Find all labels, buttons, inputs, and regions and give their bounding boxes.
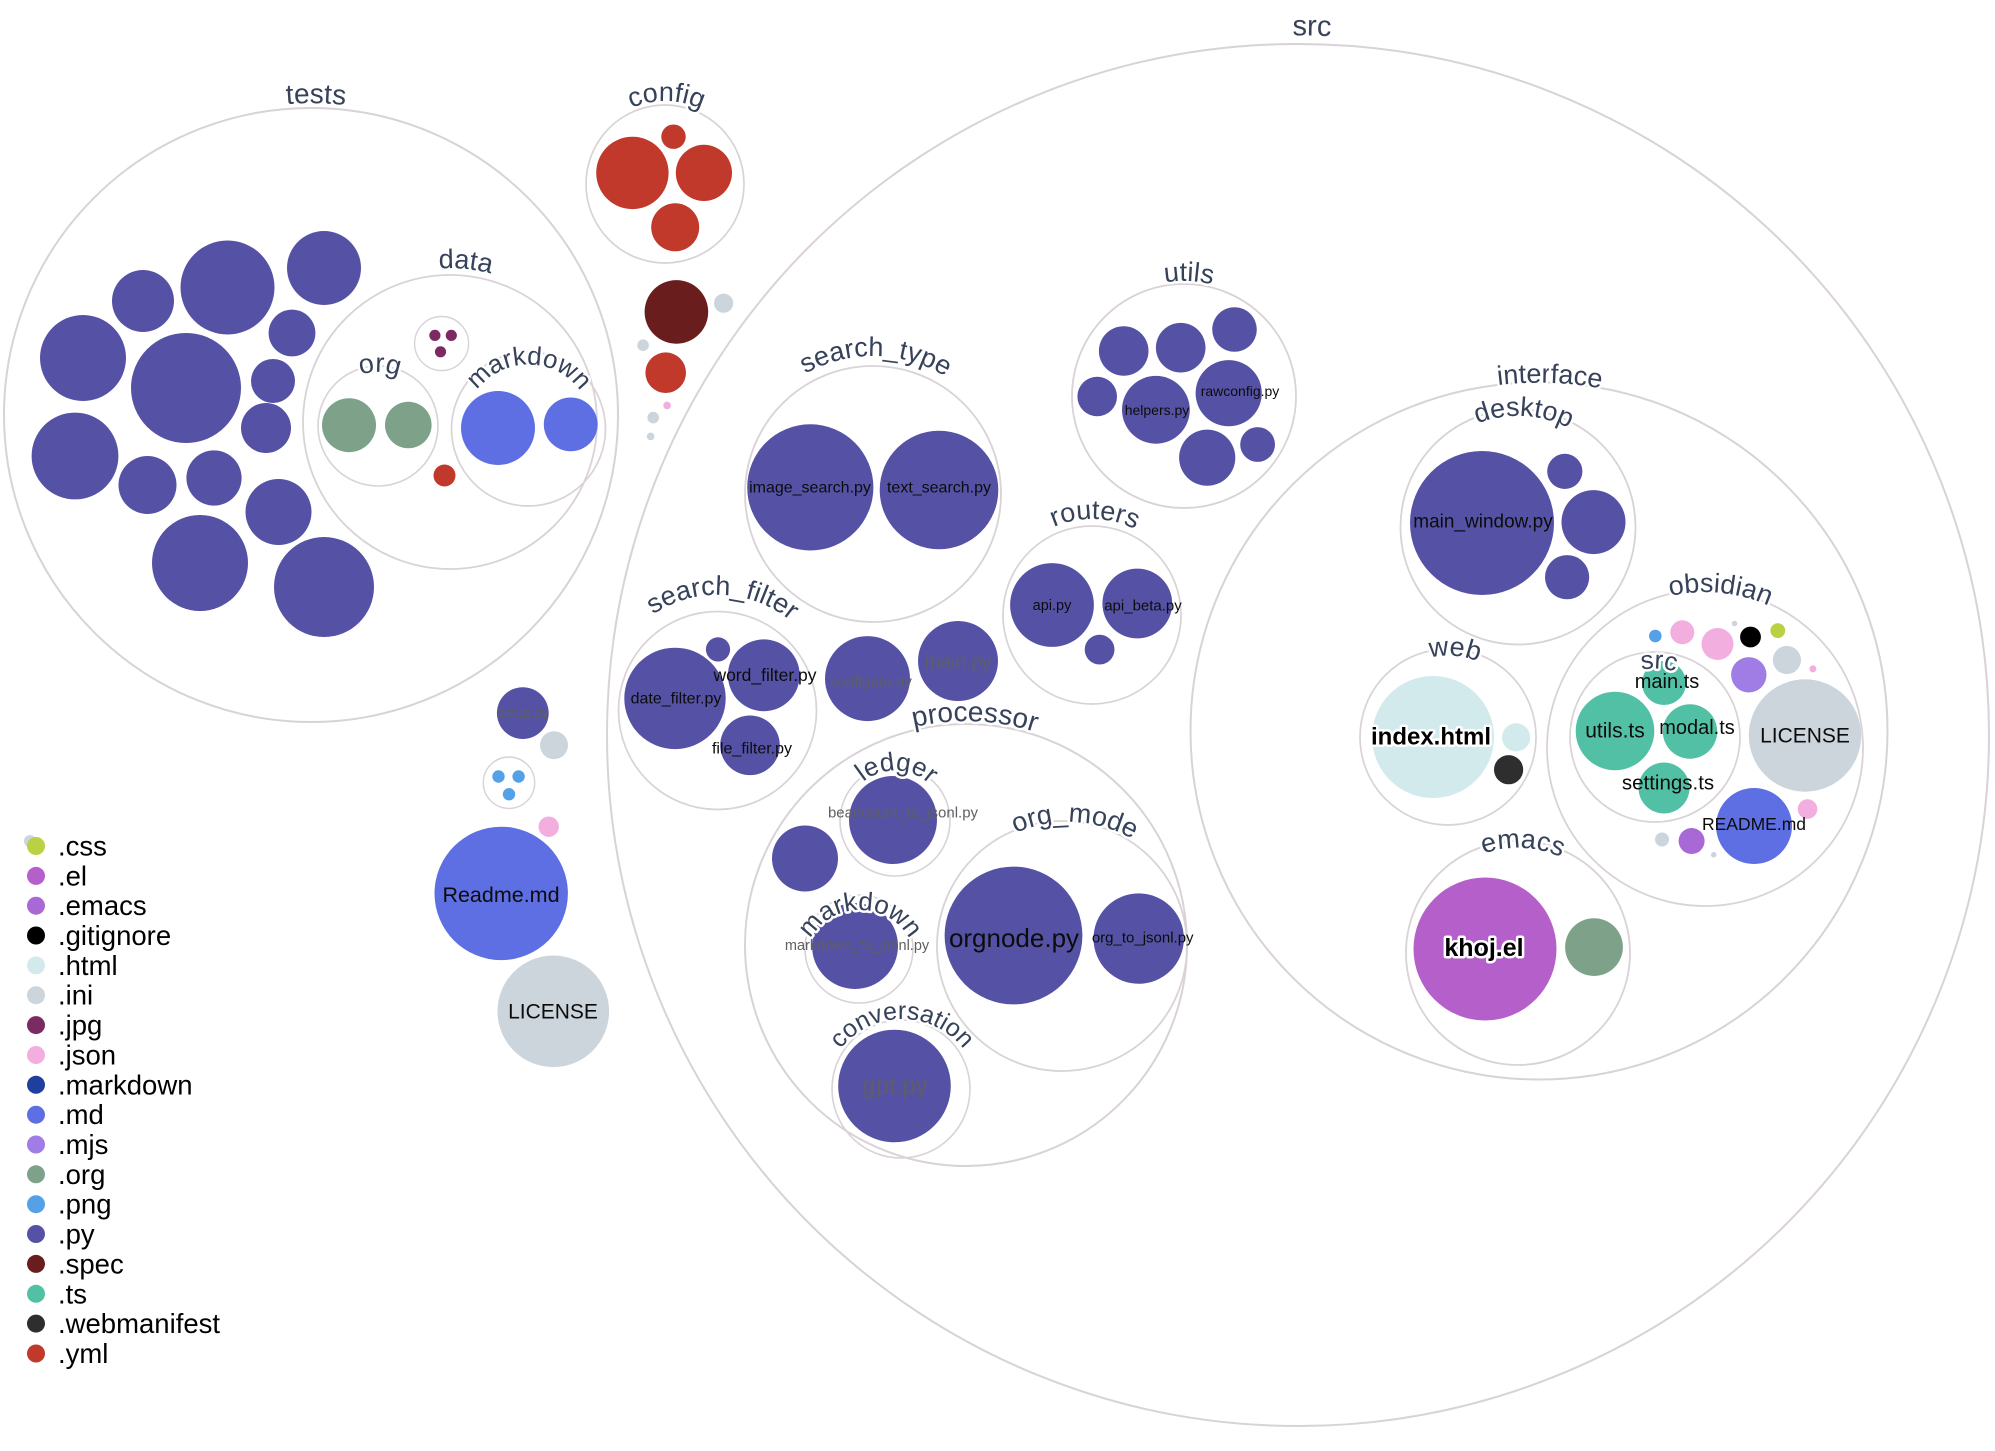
svg-text:beancount_to_jsonl.py: beancount_to_jsonl.py [828, 805, 979, 822]
svg-text:date_filter.py: date_filter.py [631, 691, 722, 708]
svg-text:rawconfig.py: rawconfig.py [1201, 383, 1280, 399]
svg-text:.ini: .ini [58, 980, 93, 1011]
svg-text:LICENSE: LICENSE [508, 1001, 598, 1024]
svg-text:src: src [1292, 10, 1332, 43]
svg-text:tests: tests [285, 78, 348, 111]
svg-text:setup.py: setup.py [497, 706, 548, 721]
svg-text:.jpg: .jpg [58, 1010, 102, 1041]
svg-text:config: config [623, 77, 709, 115]
svg-text:index.html: index.html [1371, 724, 1491, 751]
svg-text:file_filter.py: file_filter.py [712, 741, 792, 758]
svg-text:desktop: desktop [1470, 392, 1579, 434]
svg-text:org: org [356, 348, 405, 382]
svg-text:.org: .org [58, 1159, 105, 1190]
svg-text:.spec: .spec [58, 1248, 124, 1279]
svg-text:src: src [1639, 644, 1681, 677]
svg-text:LICENSE: LICENSE [1760, 725, 1850, 748]
svg-text:.gitignore: .gitignore [58, 920, 171, 951]
svg-text:api_beta.py: api_beta.py [1104, 598, 1182, 615]
svg-text:.yml: .yml [58, 1338, 108, 1369]
svg-text:configure.py: configure.py [830, 674, 912, 691]
svg-text:khoj.el: khoj.el [1444, 934, 1523, 962]
svg-text:main_window.py: main_window.py [1413, 512, 1553, 533]
svg-text:.png: .png [58, 1189, 112, 1220]
svg-text:.el: .el [58, 860, 87, 891]
svg-text:.webmanifest: .webmanifest [58, 1308, 220, 1339]
svg-text:main.ts: main.ts [1635, 671, 1699, 693]
svg-text:.html: .html [58, 950, 118, 981]
svg-text:README.md: README.md [1702, 814, 1806, 834]
svg-text:utils: utils [1162, 257, 1217, 290]
svg-text:emacs: emacs [1477, 823, 1569, 862]
svg-text:settings.ts: settings.ts [1622, 772, 1714, 795]
svg-text:main.py: main.py [925, 653, 992, 674]
svg-text:.css: .css [58, 831, 107, 862]
svg-text:markdown_to_jsonl.py: markdown_to_jsonl.py [785, 938, 930, 954]
svg-text:.json: .json [58, 1040, 116, 1071]
svg-text:image_search.py: image_search.py [749, 480, 871, 497]
svg-text:orgnode.py: orgnode.py [949, 923, 1079, 953]
svg-text:org_to_jsonl.py: org_to_jsonl.py [1092, 930, 1194, 947]
svg-text:text_search.py: text_search.py [887, 480, 991, 497]
svg-text:word_filter.py: word_filter.py [712, 665, 816, 686]
svg-text:web: web [1426, 631, 1485, 667]
svg-text:utils.ts: utils.ts [1585, 720, 1645, 743]
svg-text:obsidian: obsidian [1666, 568, 1778, 611]
svg-text:api.py: api.py [1033, 598, 1072, 614]
svg-text:interface: interface [1495, 359, 1604, 395]
svg-text:processor: processor [909, 696, 1043, 738]
svg-text:.py: .py [58, 1219, 95, 1250]
svg-text:.emacs: .emacs [58, 890, 147, 921]
svg-text:org_mode: org_mode [1007, 798, 1143, 845]
svg-text:.ts: .ts [58, 1278, 87, 1309]
svg-text:gpt.py: gpt.py [862, 1073, 927, 1100]
svg-text:.mjs: .mjs [58, 1129, 108, 1160]
svg-text:helpers.py: helpers.py [1125, 402, 1190, 418]
svg-text:search_type: search_type [794, 332, 957, 382]
svg-text:routers: routers [1045, 495, 1144, 535]
svg-text:search_filter: search_filter [641, 571, 805, 626]
svg-text:.md: .md [58, 1099, 104, 1130]
svg-text:Readme.md: Readme.md [442, 883, 559, 907]
svg-text:modal.ts: modal.ts [1659, 717, 1735, 739]
svg-text:.markdown: .markdown [58, 1069, 193, 1100]
